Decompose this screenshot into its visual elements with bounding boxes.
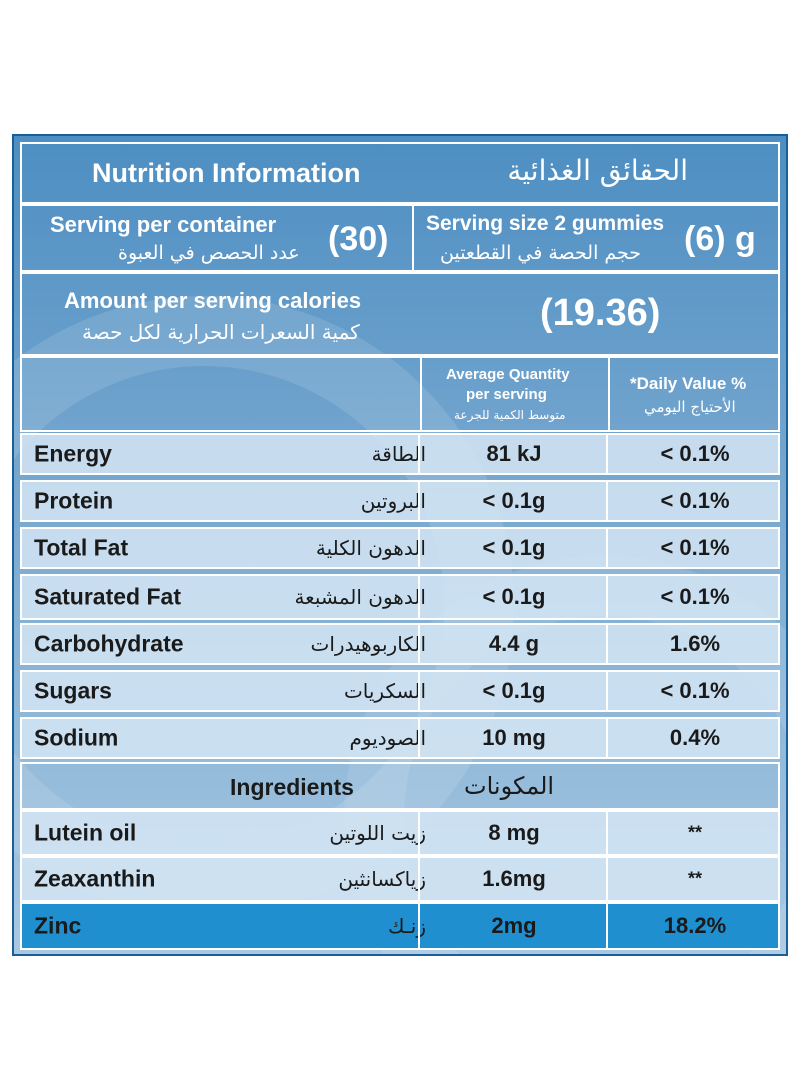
- nutrient-name-arabic: الصوديوم: [349, 726, 426, 750]
- ingredients-header-arabic: المكونات: [464, 772, 555, 800]
- nutrient-name-arabic: البروتين: [360, 489, 426, 513]
- cell-divider: [606, 672, 608, 710]
- cell-divider: [606, 482, 608, 520]
- nutrient-name-arabic: الدهون الكلية: [315, 536, 426, 560]
- cell-divider: [418, 858, 420, 900]
- cell-divider: [418, 482, 420, 520]
- column-divider: [420, 358, 422, 430]
- ingredient-daily-value: **: [687, 822, 702, 843]
- serving-per-container-label: Serving per container: [50, 212, 277, 237]
- ingredient-daily-value: 18.2%: [663, 913, 727, 938]
- cell-divider: [418, 672, 420, 710]
- cell-divider: [418, 435, 420, 473]
- cell-divider: [606, 529, 608, 567]
- ingredient-row-zinc: Zinc زنـك 2mg 18.2%: [20, 902, 780, 950]
- nutrient-name: Total Fat: [34, 534, 129, 561]
- serving-per-container-value: (30): [328, 220, 389, 258]
- nutrient-row-sugars: Sugars السكريات < 0.1g < 0.1%: [20, 670, 780, 712]
- calories-label: Amount per serving calories: [64, 288, 362, 313]
- nutrient-daily-value: < 0.1%: [660, 584, 730, 609]
- nutrient-row-protein: Protein البروتين < 0.1g < 0.1%: [20, 480, 780, 522]
- avg-qty-header-2: per serving: [466, 386, 547, 403]
- nutrient-row-energy: Energy الطاقة 81 kJ < 0.1%: [20, 433, 780, 475]
- cell-divider: [606, 812, 608, 854]
- nutrient-name: Sugars: [34, 677, 112, 704]
- nutrient-quantity: 4.4 g: [488, 631, 540, 656]
- nutrient-name: Energy: [34, 440, 112, 467]
- nutrient-daily-value: < 0.1%: [660, 441, 730, 466]
- nutrient-row-carbohydrate: Carbohydrate الكاربوهيدرات 4.4 g 1.6%: [20, 623, 780, 665]
- ingredient-quantity: 8 mg: [488, 820, 540, 845]
- nutrient-quantity: < 0.1g: [482, 488, 546, 513]
- ingredient-name-arabic: زياكسانثين: [338, 867, 426, 891]
- nutrient-quantity: 10 mg: [482, 725, 546, 750]
- ingredient-row-lutein-oil: Lutein oil زيت اللوتين 8 mg **: [20, 810, 780, 856]
- cell-divider: [606, 625, 608, 663]
- nutrient-row-total-fat: Total Fat الدهون الكلية < 0.1g < 0.1%: [20, 527, 780, 569]
- cell-divider: [418, 529, 420, 567]
- cell-divider: [418, 812, 420, 854]
- cell-divider: [606, 719, 608, 757]
- cell-divider: [418, 576, 420, 618]
- serving-size-label: Serving size 2 gummies: [426, 212, 665, 235]
- nutrient-name: Saturated Fat: [34, 583, 181, 610]
- serving-size-arabic: حجم الحصة في القطعتين: [440, 242, 642, 264]
- nutrient-quantity: < 0.1g: [482, 584, 546, 609]
- nutrient-quantity: < 0.1g: [482, 535, 546, 560]
- nutrient-name-arabic: الدهون المشبعة: [294, 585, 426, 609]
- nutrient-quantity: 81 kJ: [486, 441, 542, 466]
- calories-value: (19.36): [540, 292, 661, 334]
- nutrient-name-arabic: الطاقة: [371, 442, 426, 466]
- ingredients-header-row: Ingredients المكونات: [20, 762, 780, 810]
- title-arabic: الحقائق الغذائية: [507, 154, 688, 187]
- nutrient-name: Carbohydrate: [34, 630, 184, 657]
- avg-qty-header: Average Quantity: [446, 366, 570, 383]
- ingredient-daily-value: **: [687, 868, 702, 889]
- serving-per-container-arabic: عدد الحصص في العبوة: [118, 242, 300, 264]
- calories-arabic: كمية السعرات الحرارية لكل حصة: [82, 320, 360, 344]
- nutrient-daily-value: 0.4%: [669, 725, 721, 750]
- ingredient-row-zeaxanthin: Zeaxanthin زياكسانثين 1.6mg **: [20, 856, 780, 902]
- nutrient-name: Protein: [34, 487, 114, 514]
- ingredient-name-arabic: زيت اللوتين: [329, 821, 426, 845]
- column-header-row: Average Quantity per serving متوسط الكمي…: [20, 356, 780, 432]
- serving-size-cell: Serving size 2 gummies حجم الحصة في القط…: [412, 204, 780, 272]
- avg-qty-header-arabic: متوسط الكمية للجرعة: [454, 408, 566, 422]
- nutrient-row-saturated-fat: Saturated Fat الدهون المشبعة < 0.1g < 0.…: [20, 574, 780, 620]
- nutrient-daily-value: < 0.1%: [660, 535, 730, 560]
- calories-row: Amount per serving calories كمية السعرات…: [20, 272, 780, 356]
- daily-value-header: *Daily Value %: [630, 374, 747, 393]
- cell-divider: [606, 858, 608, 900]
- nutrient-name-arabic: السكريات: [343, 679, 426, 703]
- ingredient-quantity: 2mg: [491, 913, 537, 938]
- cell-divider: [606, 576, 608, 618]
- cell-divider: [606, 435, 608, 473]
- ingredient-name: Zeaxanthin: [34, 865, 156, 892]
- ingredient-name: Zinc: [34, 912, 82, 939]
- nutrient-name-arabic: الكاربوهيدرات: [310, 632, 426, 656]
- serving-per-container-cell: Serving per container عدد الحصص في العبو…: [20, 204, 414, 272]
- nutrient-daily-value: 1.6%: [669, 631, 721, 656]
- ingredient-quantity: 1.6mg: [482, 866, 546, 891]
- serving-size-value: (6) g: [684, 220, 756, 258]
- nutrient-daily-value: < 0.1%: [660, 678, 730, 703]
- nutrient-quantity: < 0.1g: [482, 678, 546, 703]
- cell-divider: [418, 904, 420, 948]
- daily-value-header-arabic: الأحتياج اليومي: [644, 398, 736, 416]
- nutrient-daily-value: < 0.1%: [660, 488, 730, 513]
- ingredients-header: Ingredients: [230, 774, 354, 800]
- ingredient-name: Lutein oil: [34, 819, 137, 846]
- title-english: Nutrition Information: [92, 158, 361, 188]
- nutrient-row-sodium: Sodium الصوديوم 10 mg 0.4%: [20, 717, 780, 759]
- cell-divider: [606, 904, 608, 948]
- title-row: Nutrition Information الحقائق الغذائية: [20, 142, 780, 204]
- nutrient-name: Sodium: [34, 724, 119, 751]
- cell-divider: [418, 625, 420, 663]
- cell-divider: [418, 719, 420, 757]
- column-divider: [608, 358, 610, 430]
